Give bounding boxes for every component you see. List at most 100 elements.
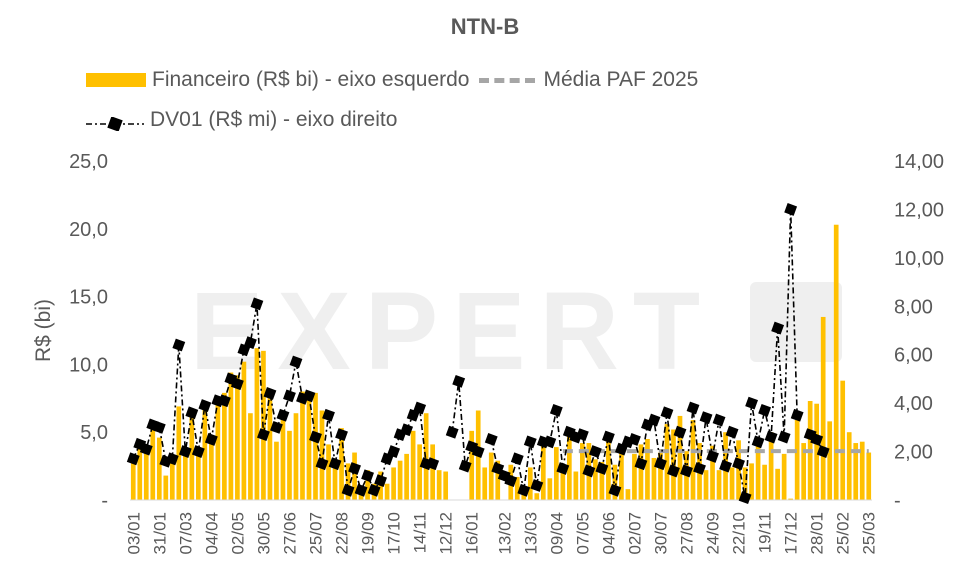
dv01-point [471, 445, 485, 458]
dv01-point [628, 433, 641, 446]
dv01-point [673, 425, 687, 439]
dv01-point [250, 297, 264, 311]
bar-financeiro [716, 470, 722, 500]
dv01-point [367, 483, 381, 497]
dv01-point [152, 420, 166, 434]
dv01-line [490, 209, 798, 498]
dv01-point [790, 408, 804, 422]
bar-financeiro [645, 438, 650, 500]
bar-financeiro [274, 441, 279, 500]
dv01-point [126, 452, 140, 466]
bar-financeiro [690, 419, 696, 500]
bar-financeiro [397, 460, 403, 500]
legend-swatch-paf [479, 77, 536, 83]
x-tick-label: 16/01 [463, 512, 482, 555]
dv01-point [230, 377, 244, 391]
right-tick-label: 10,00 [894, 248, 944, 270]
legend-swatch-financeiro [86, 73, 146, 87]
dv01-point [758, 403, 772, 417]
bar-financeiro [495, 460, 501, 500]
x-tick-label: 22/10 [730, 512, 749, 555]
dv01-point [191, 445, 205, 458]
x-tick-label: 24/09 [704, 512, 723, 555]
dv01-point [680, 464, 693, 478]
dv01-point [530, 479, 544, 492]
dv01-point [608, 483, 622, 497]
dv01-point [139, 442, 153, 456]
bar-financeiro [248, 413, 253, 500]
dv01-point [335, 428, 348, 442]
dv01-point [601, 430, 615, 444]
right-tick-label: 4,00 [894, 393, 933, 415]
bar-financeiro [332, 467, 338, 500]
left-tick-label: 25,0 [69, 151, 108, 173]
bar-financeiro [619, 444, 624, 500]
dv01-point [276, 408, 290, 422]
dv01-point [185, 406, 199, 420]
dv01-point [426, 457, 440, 471]
dv01-point [686, 401, 700, 415]
right-tick-label: 6,00 [894, 345, 933, 367]
bar-financeiro [163, 475, 169, 500]
dv01-point [328, 457, 342, 471]
dv01-point [764, 430, 778, 444]
dv01-point [719, 459, 732, 473]
x-tick-label: 19/11 [756, 512, 775, 553]
bar-financeiro [384, 483, 390, 500]
x-tick-label: 07/03 [176, 512, 195, 555]
bar-financeiro [202, 406, 208, 500]
bar-financeiro [488, 452, 494, 500]
x-tick-label: 27/08 [678, 512, 697, 555]
bar-financeiro [482, 467, 488, 500]
dv01-point [582, 464, 596, 478]
dv01-point [784, 203, 798, 216]
bar-financeiro [430, 444, 436, 500]
bar-financeiro [280, 415, 286, 500]
dv01-point [654, 457, 667, 471]
bar-financeiro [189, 410, 195, 500]
bar-financeiro [775, 468, 780, 500]
bar-financeiro [150, 429, 156, 500]
x-tick-label: 02/05 [228, 512, 247, 555]
dv01-point [302, 389, 316, 403]
x-tick-label: 04/04 [202, 512, 221, 555]
dv01-point [706, 450, 719, 463]
x-tick-label: 04/06 [599, 512, 618, 555]
dv01-point [322, 408, 335, 422]
bar-financeiro [176, 406, 182, 500]
dv01-point [309, 430, 322, 444]
dv01-point [549, 403, 563, 417]
bar-financeiro [566, 433, 572, 500]
bar-financeiro [638, 444, 644, 500]
bar-financeiro [527, 467, 533, 500]
dv01-point [647, 413, 661, 427]
bar-financeiro [169, 460, 175, 500]
bar-financeiro [222, 392, 227, 500]
bar-financeiro [560, 467, 566, 500]
bar-financeiro [287, 430, 292, 500]
bar-financeiro [788, 498, 793, 500]
bar-financeiro [599, 462, 605, 500]
x-tick-label: 25/03 [860, 512, 879, 555]
legend-swatch-dv01 [86, 113, 144, 132]
x-tick-label: 27/06 [280, 512, 299, 555]
x-tick-label: 30/05 [254, 512, 273, 555]
bar-financeiro [866, 452, 872, 500]
legend-row-1: Financeiro (R$ bi) - eixo esquerdo Média… [86, 68, 698, 92]
bar-financeiro [846, 432, 852, 500]
x-tick-label: 14/11 [411, 512, 430, 553]
dv01-point [452, 374, 466, 388]
dv01-point [165, 452, 179, 466]
bar-financeiro [143, 451, 149, 500]
dv01-point [413, 401, 427, 415]
bar-financeiro [228, 372, 234, 500]
dv01-point [361, 469, 374, 483]
dv01-point [712, 413, 726, 427]
bar-financeiro [195, 448, 201, 500]
bar-financeiro [625, 489, 631, 500]
bar-financeiro [306, 396, 312, 500]
dv01-point [289, 355, 303, 369]
bar-financeiro [130, 457, 136, 500]
dv01-point [217, 394, 231, 408]
